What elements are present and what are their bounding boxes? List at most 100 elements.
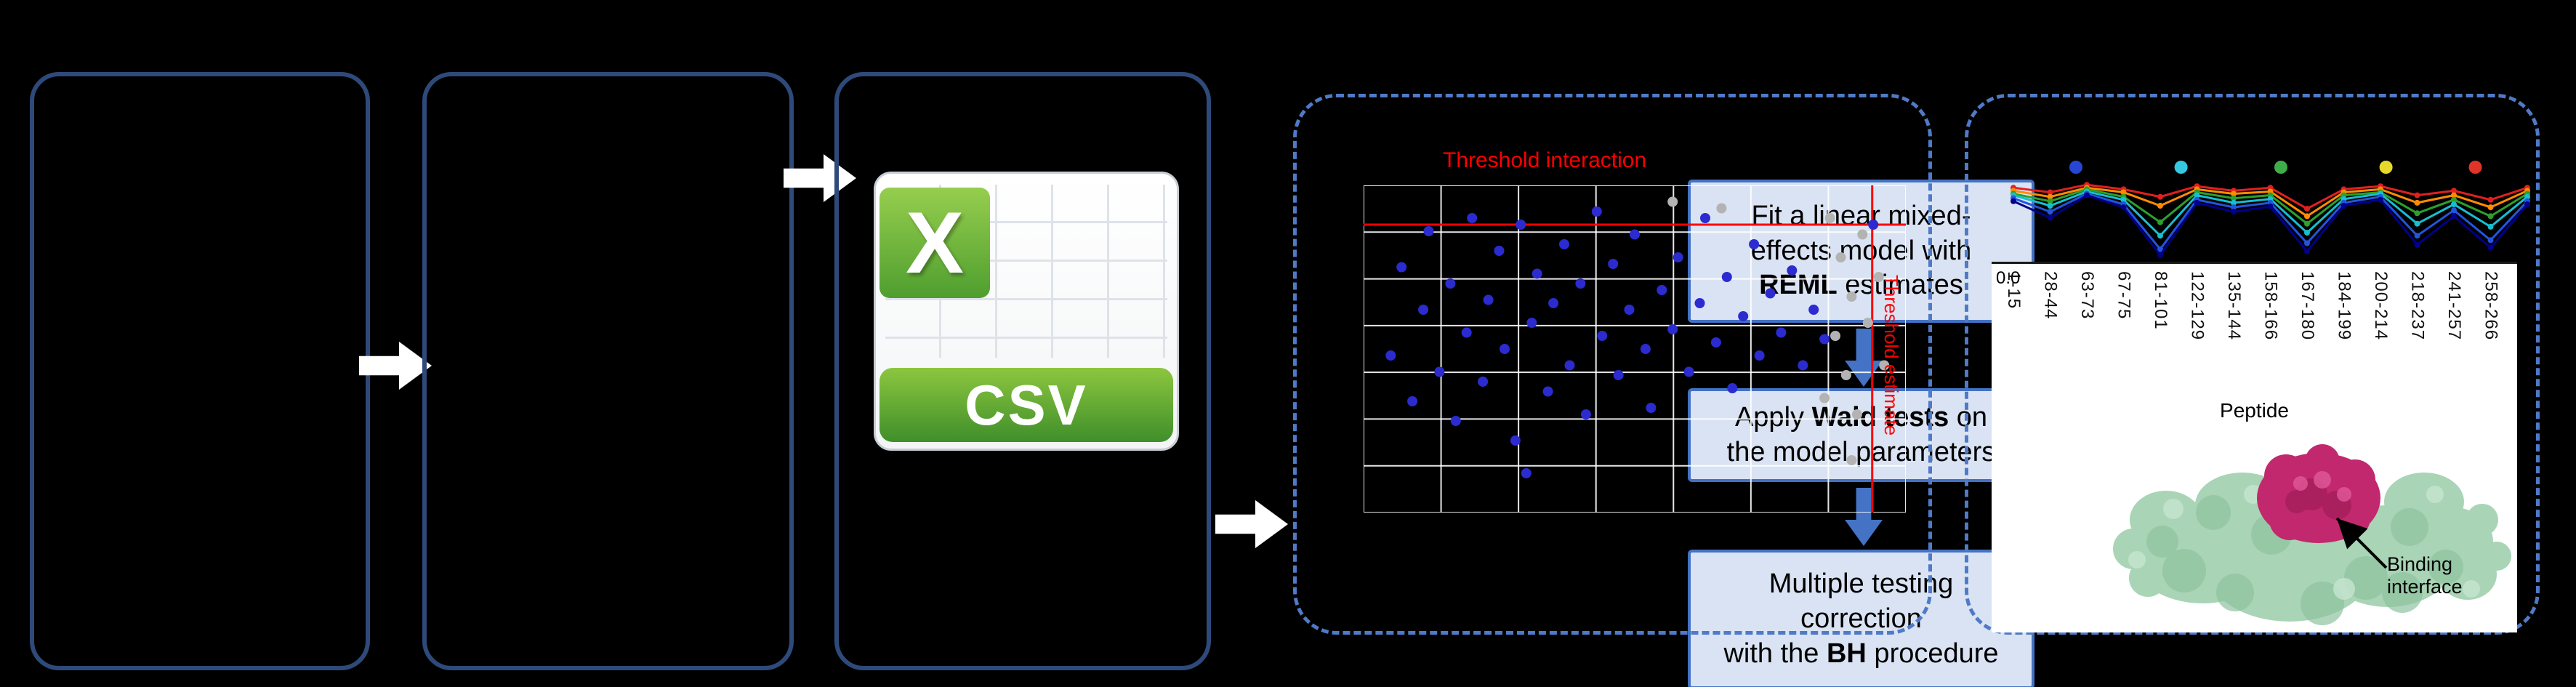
flow-right-arrow-1 [359, 342, 432, 390]
scatter-point [1580, 409, 1591, 419]
threshold-estimate-label: Threshold estimate [1880, 275, 1902, 436]
uptake-point [2194, 199, 2200, 206]
x-tick-label: 135-144 [2224, 271, 2244, 341]
x-axis-title: Peptide [2220, 399, 2289, 422]
uptake-point [2487, 237, 2494, 244]
uptake-point [2524, 201, 2530, 207]
scatter-point [1608, 259, 1619, 269]
scatter-point [1819, 334, 1830, 345]
step-line: the model parameters [1691, 435, 2032, 470]
scatter-point [1521, 468, 1531, 478]
scatter-point [1445, 278, 1456, 289]
uptake-point [2451, 213, 2457, 220]
text-segment: Wald tests [1811, 401, 1949, 433]
uptake-point [2451, 207, 2457, 214]
scatter-point [1754, 350, 1765, 361]
scatter-point [1710, 337, 1721, 347]
scatter-point [1478, 377, 1489, 387]
text-segment: the model parameters [1726, 436, 1996, 467]
scatter-point [1749, 239, 1760, 249]
uptake-point [2231, 190, 2237, 197]
uptake-point [2231, 209, 2237, 215]
scatter-point [1597, 331, 1608, 341]
uptake-point [2011, 198, 2016, 204]
uptake-axis-and-protein-area: 0.0 1-15 28-44 63-73 67-75 81-101 122-129 135-… [1992, 262, 2517, 632]
scatter-point [1483, 294, 1494, 305]
scatter-point [1830, 331, 1840, 341]
uptake-point [2487, 223, 2494, 230]
uptake-point [2487, 196, 2494, 203]
scatter-point [1423, 226, 1434, 236]
scatter-point [1467, 213, 1478, 223]
uptake-point [2157, 246, 2163, 252]
scatter-point [1787, 265, 1798, 276]
scatter-point [1667, 324, 1678, 334]
step-fit-mixed-model: Fit a linear mixed- effects model with R… [1688, 180, 2034, 323]
x-tick-label: 63-73 [2077, 271, 2097, 320]
scatter-point [1434, 366, 1445, 377]
uptake-point [2120, 204, 2127, 211]
text-segment: effects model with [1750, 235, 1972, 266]
scatter-point [1824, 213, 1835, 223]
panel-input [30, 72, 370, 670]
x-tick-label: 258-266 [2481, 271, 2501, 341]
scatter-point [1396, 262, 1407, 273]
timepoint-legend-dot [2069, 161, 2082, 174]
uptake-point [2487, 204, 2494, 211]
x-tick-label: 158-166 [2261, 271, 2281, 341]
uptake-point [2414, 192, 2420, 198]
scatter-point [1630, 229, 1640, 240]
uptake-point [2047, 209, 2053, 215]
text-segment: on [1949, 401, 1988, 433]
uptake-point [2047, 203, 2053, 209]
uptake-point [2231, 204, 2237, 211]
uptake-point [2414, 241, 2420, 248]
scatter-point [1667, 196, 1678, 207]
step-line: Fit a linear mixed- [1691, 199, 2032, 234]
scatter-point [1531, 268, 1542, 279]
scatter-point [1657, 285, 1667, 295]
binding-interface-label: Binding interface [2387, 553, 2463, 598]
x-tick-label: 81-101 [2151, 271, 2170, 330]
scatter-point [1461, 327, 1472, 338]
csv-banner-label: CSV [880, 368, 1173, 442]
uptake-point [2267, 204, 2274, 209]
scatter-point [1548, 298, 1559, 308]
scatter-point [1559, 239, 1569, 249]
scatter-point [1835, 252, 1846, 262]
scatter-point [1510, 435, 1521, 446]
annotation-arrow [2335, 517, 2388, 569]
scatter-point [1819, 393, 1830, 403]
csv-file-icon: X CSV [874, 172, 1179, 451]
step-line: with the BH procedure [1691, 637, 2032, 672]
protein-structure [2113, 444, 2511, 625]
scatter-point [1418, 305, 1429, 315]
uptake-point [2120, 196, 2127, 203]
text-segment: with the [1723, 638, 1827, 669]
scatter-point [1868, 220, 1879, 230]
uptake-line-chart [2011, 161, 2530, 258]
x-tick-label: 122-129 [2187, 271, 2207, 341]
step-line: Apply Wald tests on [1691, 401, 2032, 435]
scatter-point [1542, 386, 1553, 397]
scatter-point [1683, 366, 1694, 377]
panel-uptake-result [1965, 94, 2540, 635]
scatter-point [1450, 416, 1461, 426]
uptake-point [2414, 199, 2420, 206]
scatter-point [1385, 350, 1396, 361]
timepoint-legend-dot [2468, 161, 2482, 174]
x-tick-label: 67-75 [2114, 271, 2134, 320]
scatter-point [1765, 288, 1776, 299]
uptake-point [2487, 244, 2494, 251]
text-segment: Apply [1734, 401, 1812, 433]
binding-label-line-2: interface [2387, 576, 2463, 598]
scatter-point [1640, 344, 1651, 354]
text-segment: procedure [1866, 638, 1999, 669]
uptake-point [2157, 219, 2163, 225]
uptake-point [2451, 201, 2457, 207]
uptake-point [2120, 189, 2127, 196]
binding-interface-highlights [2293, 471, 2351, 502]
x-tick-label: 167-180 [2298, 271, 2317, 341]
uptake-point [2157, 193, 2163, 200]
